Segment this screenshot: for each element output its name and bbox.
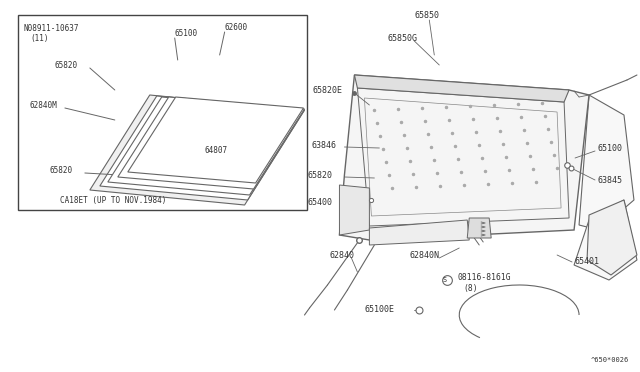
Polygon shape <box>467 218 491 238</box>
Text: 65401: 65401 <box>574 257 599 266</box>
Text: 65100: 65100 <box>597 144 622 153</box>
Text: 62840: 62840 <box>330 250 355 260</box>
Polygon shape <box>339 185 369 235</box>
Text: 08116-8161G: 08116-8161G <box>457 273 511 282</box>
Text: ^650*0026: ^650*0026 <box>591 357 629 363</box>
Text: 65850: 65850 <box>414 10 439 19</box>
Polygon shape <box>100 96 305 200</box>
Text: 64807: 64807 <box>205 145 228 154</box>
Bar <box>18 15 307 210</box>
Text: N08911-10637: N08911-10637 <box>24 23 79 32</box>
Text: 65820E: 65820E <box>312 86 342 94</box>
Polygon shape <box>90 95 305 205</box>
Polygon shape <box>369 220 469 245</box>
Polygon shape <box>128 97 303 183</box>
Text: S: S <box>442 277 446 283</box>
Text: 65820: 65820 <box>307 170 333 180</box>
Text: 62840N: 62840N <box>410 250 439 260</box>
Text: 65400: 65400 <box>307 198 333 206</box>
Text: 65850G: 65850G <box>387 33 417 42</box>
Polygon shape <box>339 75 589 240</box>
Polygon shape <box>108 97 303 195</box>
Text: 65820: 65820 <box>50 166 73 174</box>
Text: CA18ET (UP TO NOV.1984): CA18ET (UP TO NOV.1984) <box>60 196 166 205</box>
Polygon shape <box>355 75 569 102</box>
Text: 65820: 65820 <box>55 61 78 70</box>
Text: 63845: 63845 <box>597 176 622 185</box>
Text: 62600: 62600 <box>225 22 248 32</box>
Text: 62840M: 62840M <box>30 100 58 109</box>
Polygon shape <box>118 97 305 189</box>
Text: 65100: 65100 <box>175 29 198 38</box>
Text: (8): (8) <box>463 283 478 292</box>
Polygon shape <box>574 200 637 280</box>
Polygon shape <box>579 95 634 230</box>
Text: 65100E: 65100E <box>364 305 394 314</box>
Text: 63846: 63846 <box>312 141 337 150</box>
Text: (11): (11) <box>30 33 49 42</box>
Polygon shape <box>587 200 637 275</box>
